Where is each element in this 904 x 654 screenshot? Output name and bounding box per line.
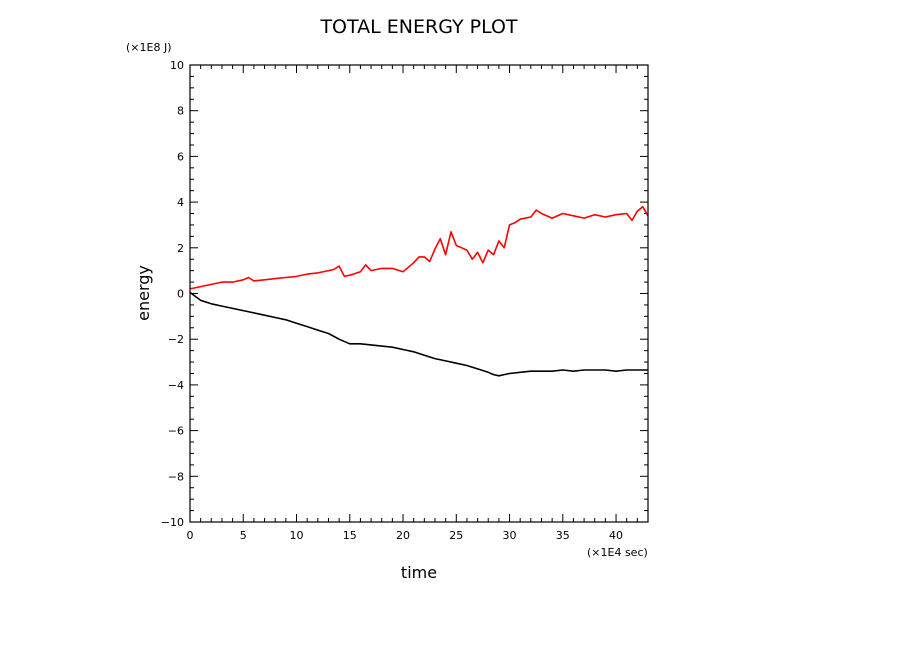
- y-tick-label: 6: [177, 150, 184, 163]
- y-tick-label: −8: [168, 470, 184, 483]
- y-tick-label: −6: [168, 425, 184, 438]
- axis-ticks: 0 5 10 15 20 25 30 35 40 −10 −8 −6 −4 −2 0 2 4 6 8 10: [161, 59, 649, 542]
- x-tick-label: 25: [449, 529, 463, 542]
- y-tick-label: 2: [177, 242, 184, 255]
- x-tick-label: 20: [396, 529, 410, 542]
- y-axis-label: energy: [134, 265, 153, 321]
- x-tick-label: 35: [556, 529, 570, 542]
- series-layer: [189, 205, 649, 377]
- x-axis-unit: (×1E4 sec): [587, 546, 648, 559]
- series-line-2: [189, 291, 648, 377]
- x-tick-label: 10: [290, 529, 304, 542]
- chart-title: TOTAL ENERGY PLOT: [319, 16, 517, 38]
- x-tick-label: 40: [609, 529, 623, 542]
- x-tick-label: 30: [503, 529, 517, 542]
- plot-frame: [189, 64, 649, 523]
- y-tick-label: 8: [177, 105, 184, 118]
- x-tick-label: 5: [240, 529, 247, 542]
- x-tick-label: 0: [187, 529, 194, 542]
- y-axis-unit: (×1E8 J): [126, 41, 172, 54]
- y-tick-label: −10: [161, 516, 184, 529]
- x-tick-label: 15: [343, 529, 357, 542]
- y-tick-label: 0: [177, 288, 184, 301]
- x-axis-label: time: [401, 563, 437, 582]
- y-tick-label: −4: [168, 379, 184, 392]
- y-tick-label: −2: [168, 333, 184, 346]
- series-line-1: [189, 205, 649, 290]
- y-tick-label: 10: [170, 59, 184, 72]
- y-tick-label: 4: [177, 196, 184, 209]
